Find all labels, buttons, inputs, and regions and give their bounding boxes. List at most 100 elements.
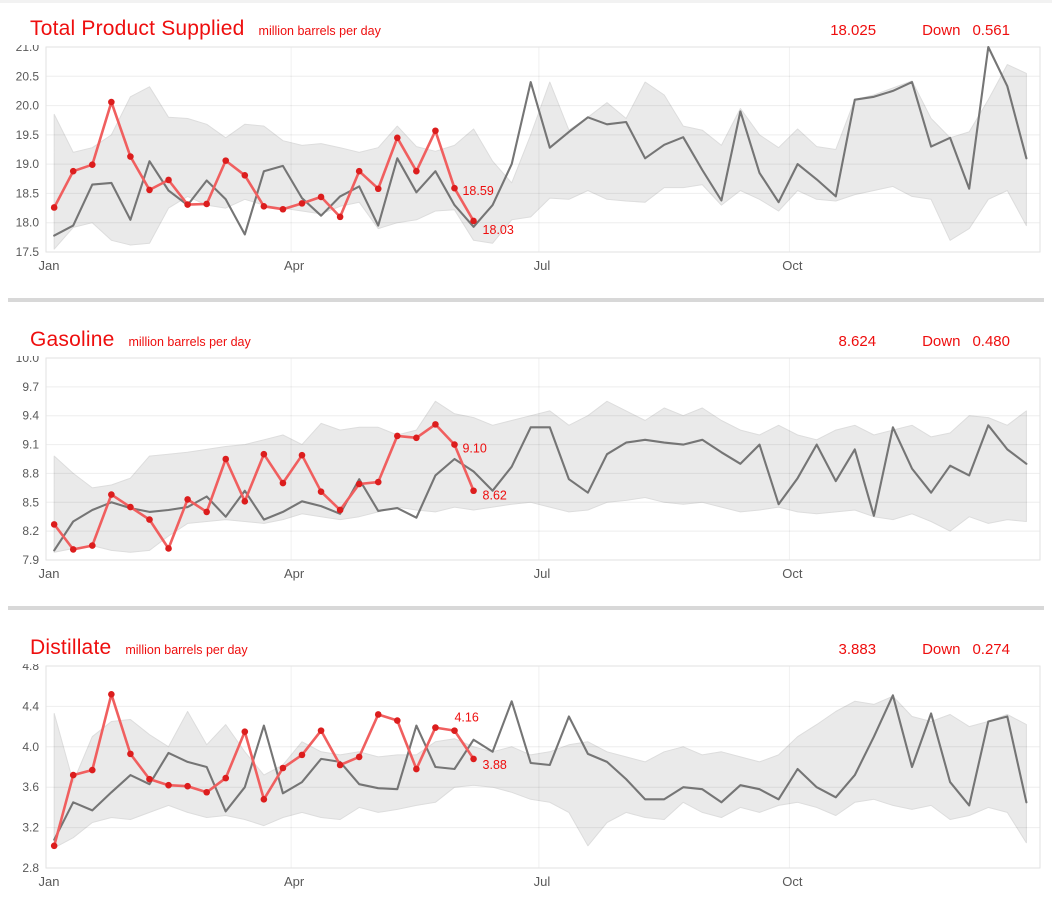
data-point-dot[interactable] <box>184 201 191 208</box>
data-point-dot[interactable] <box>146 775 153 783</box>
data-point-dot[interactable] <box>69 771 77 779</box>
data-point-dot[interactable] <box>108 98 115 106</box>
y-axis-label: 7.9 <box>22 553 39 567</box>
y-axis-label: 3.6 <box>22 780 39 794</box>
data-point-dot[interactable] <box>222 455 230 463</box>
x-axis-label: Oct <box>782 874 803 889</box>
data-point-dot[interactable] <box>374 478 382 486</box>
data-point-dot[interactable] <box>165 781 172 789</box>
data-point-dot[interactable] <box>317 488 325 496</box>
data-point-dot[interactable] <box>203 200 210 208</box>
distillate-chart[interactable]: 4.16 3.88 2.8 3.2 3.6 4.0 4.4 4.8 Jan Apr Jul Oct <box>0 659 1052 898</box>
data-point-dot[interactable] <box>279 764 287 772</box>
data-point-dot[interactable] <box>355 480 363 488</box>
data-point-dot[interactable] <box>127 153 134 160</box>
data-point-dot[interactable] <box>165 176 172 184</box>
data-point-dot[interactable] <box>336 761 344 769</box>
data-point-dot[interactable] <box>432 127 439 135</box>
data-point-dot[interactable] <box>260 796 268 803</box>
data-point-dot[interactable] <box>355 753 363 761</box>
data-point-dot[interactable] <box>470 487 477 495</box>
y-axis-label: 8.2 <box>22 524 39 538</box>
data-point-dot[interactable] <box>127 750 134 758</box>
data-point-dot[interactable] <box>222 157 230 164</box>
y-axis-label: 2.8 <box>22 861 39 875</box>
data-point-dot[interactable] <box>432 421 439 428</box>
y-axis-label: 9.7 <box>22 380 39 394</box>
data-point-dot[interactable] <box>50 204 58 211</box>
data-point-dot[interactable] <box>88 161 96 169</box>
data-point-dot[interactable] <box>394 432 401 440</box>
data-point-dot[interactable] <box>108 690 115 698</box>
data-point-dot[interactable] <box>355 167 363 175</box>
data-point-dot[interactable] <box>69 167 77 175</box>
data-point-dot[interactable] <box>88 542 96 549</box>
data-point-dot[interactable] <box>470 755 477 763</box>
data-point-dot[interactable] <box>432 724 439 731</box>
data-point-dot[interactable] <box>298 200 306 207</box>
data-point-dot[interactable] <box>317 727 325 734</box>
change-direction: Down <box>922 641 961 658</box>
x-axis-label: Jan <box>39 258 60 273</box>
data-point-dot[interactable] <box>279 205 287 213</box>
data-point-dot[interactable] <box>451 184 458 192</box>
gasoline-chart[interactable]: 9.10 8.62 7.9 8.2 8.5 8.8 9.1 9.4 9.7 10.0 Jan Apr J… <box>0 351 1052 590</box>
endpoint-label: 18.59 <box>462 184 493 198</box>
change-direction: Down <box>922 333 961 350</box>
total-product-supplied-chart[interactable]: 18.59 18.03 17.5 18.0 18.5 19.0 19.5 20.0 20.5 21… <box>0 40 1052 282</box>
data-point-dot[interactable] <box>394 134 401 142</box>
plot-border <box>45 46 1041 253</box>
data-point-dot[interactable] <box>394 717 401 724</box>
y-axis-label: 19.5 <box>16 128 40 142</box>
data-point-dot[interactable] <box>336 213 344 221</box>
data-point-dot[interactable] <box>241 728 249 735</box>
data-point-dot[interactable] <box>260 450 268 458</box>
data-point-dot[interactable] <box>413 434 420 442</box>
data-point-dot[interactable] <box>184 782 191 790</box>
data-point-dot[interactable] <box>298 451 306 459</box>
data-point-dot[interactable] <box>451 441 458 448</box>
x-axis-label: Jul <box>534 874 551 889</box>
data-point-dot[interactable] <box>374 185 382 193</box>
endpoint-label: 3.88 <box>483 758 507 772</box>
data-point-dot[interactable] <box>108 491 115 498</box>
data-point-dot[interactable] <box>374 711 382 718</box>
data-point-dot[interactable] <box>88 766 96 774</box>
data-point-dot[interactable] <box>184 496 191 503</box>
data-point-dot[interactable] <box>260 203 268 210</box>
data-point-dot[interactable] <box>279 479 287 487</box>
change-amount: 0.561 <box>972 22 1010 39</box>
chart-header: Gasoline million barrels per day 8.624 D… <box>0 302 1052 356</box>
data-point-dot[interactable] <box>336 506 344 514</box>
chart-svg: 18.59 18.03 17.5 18.0 18.5 19.0 19.5 20.0 20.5 21… <box>16 40 1041 273</box>
range-band <box>53 64 1027 250</box>
chart-header: Distillate million barrels per day 3.883… <box>0 610 1052 664</box>
data-point-dot[interactable] <box>146 516 153 523</box>
endpoint-label: 4.16 <box>454 711 478 725</box>
data-point-dot[interactable] <box>298 751 306 759</box>
x-axis-label: Jan <box>39 874 60 889</box>
data-point-dot[interactable] <box>241 498 249 505</box>
data-point-dot[interactable] <box>50 521 58 528</box>
data-point-dot[interactable] <box>165 545 172 552</box>
data-point-dot[interactable] <box>146 186 153 194</box>
change-indicator: Down 0.480 <box>922 333 1010 350</box>
current-value: 8.624 <box>838 333 877 350</box>
x-axis-label: Apr <box>284 566 305 581</box>
data-point-dot[interactable] <box>203 788 210 796</box>
y-axis-label: 20.0 <box>16 99 40 113</box>
section-divider <box>8 606 1044 610</box>
data-point-dot[interactable] <box>413 167 420 175</box>
data-point-dot[interactable] <box>451 727 458 734</box>
data-point-dot[interactable] <box>241 171 249 179</box>
data-point-dot[interactable] <box>222 774 230 782</box>
data-point-dot[interactable] <box>413 765 420 773</box>
data-point-dot[interactable] <box>203 508 210 516</box>
data-point-dot[interactable] <box>127 503 134 511</box>
data-point-dot[interactable] <box>470 217 477 225</box>
data-point-dot[interactable] <box>50 842 58 850</box>
data-point-dot[interactable] <box>317 193 325 201</box>
data-point-dot[interactable] <box>69 546 77 553</box>
endpoint-label: 18.03 <box>483 223 514 237</box>
chart-section-total-product-supplied: Total Product Supplied million barrels p… <box>0 3 1052 282</box>
